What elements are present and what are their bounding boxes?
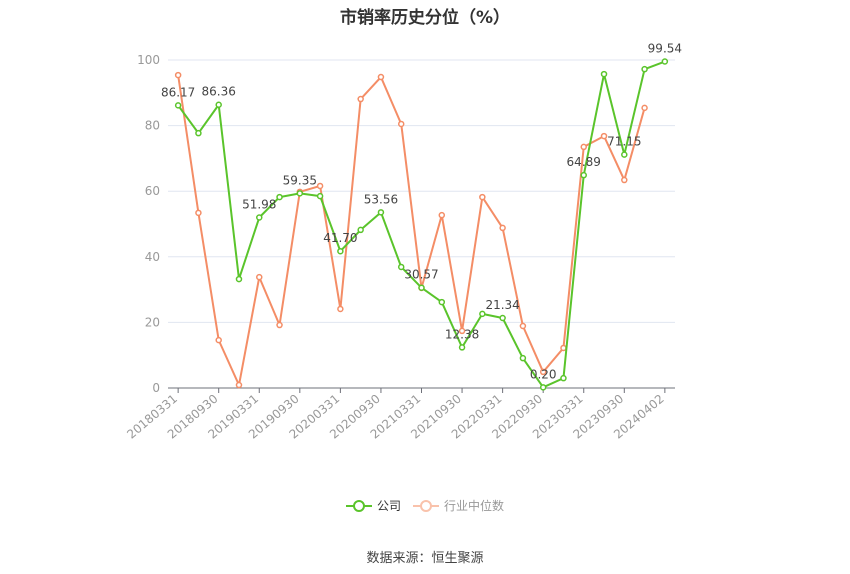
- company-line: [177, 60, 666, 389]
- company-point[interactable]: [397, 263, 405, 271]
- industry-point[interactable]: [499, 224, 506, 232]
- industry-point[interactable]: [600, 132, 608, 140]
- industry-point[interactable]: [215, 336, 222, 344]
- company-point[interactable]: [418, 284, 425, 291]
- y-tick-label: 20: [145, 315, 160, 329]
- company-point[interactable]: [438, 298, 446, 306]
- company-point[interactable]: [357, 226, 364, 234]
- data-label: 21.34: [485, 298, 519, 312]
- data-label: 71.15: [607, 135, 641, 149]
- y-tick-label: 100: [137, 53, 160, 67]
- industry-point[interactable]: [337, 305, 344, 313]
- industry-point[interactable]: [539, 368, 547, 376]
- company-point[interactable]: [458, 344, 466, 351]
- data-label: 64.89: [567, 155, 601, 169]
- company-point[interactable]: [560, 374, 567, 382]
- data-label: 51.98: [242, 198, 276, 212]
- company-point[interactable]: [621, 151, 628, 158]
- y-tick-label: 80: [145, 119, 160, 133]
- industry-point[interactable]: [438, 211, 446, 219]
- data-label: 12.38: [445, 327, 479, 341]
- industry-point[interactable]: [377, 73, 385, 81]
- data-label: 41.70: [323, 231, 357, 245]
- data-label: 53.56: [364, 192, 398, 206]
- company-point[interactable]: [337, 247, 344, 255]
- industry-point[interactable]: [580, 143, 587, 151]
- data-source-note: 数据来源：恒生聚源: [366, 551, 484, 566]
- data-label: 99.54: [648, 42, 682, 56]
- company-point[interactable]: [661, 58, 669, 65]
- data-label: 0.20: [530, 367, 557, 381]
- y-tick-label: 40: [145, 250, 160, 264]
- y-tick-label: 0: [152, 381, 160, 395]
- industry-point[interactable]: [458, 327, 466, 335]
- industry-point[interactable]: [560, 344, 567, 352]
- legend-item-industry[interactable]: 行业中位数: [413, 497, 504, 514]
- data-label: 86.36: [202, 85, 236, 99]
- company-point[interactable]: [539, 384, 547, 391]
- industry-point[interactable]: [479, 193, 486, 201]
- company-point[interactable]: [316, 192, 324, 200]
- data-label: 59.35: [283, 173, 317, 187]
- industry-point[interactable]: [235, 381, 243, 389]
- industry-point[interactable]: [316, 182, 324, 190]
- company-point[interactable]: [499, 314, 506, 322]
- company-point[interactable]: [276, 193, 283, 201]
- industry-point[interactable]: [357, 95, 364, 103]
- legend-label-industry: 行业中位数: [444, 499, 505, 513]
- legend-item-company[interactable]: 公司: [345, 497, 401, 514]
- industry-point[interactable]: [174, 71, 182, 79]
- industry-point[interactable]: [397, 120, 405, 128]
- industry-point[interactable]: [641, 104, 648, 112]
- y-tick-label: 60: [145, 184, 160, 198]
- company-point[interactable]: [377, 209, 385, 216]
- industry-series-icon: [413, 499, 439, 512]
- data-label: 30.57: [404, 268, 438, 282]
- industry-point[interactable]: [256, 273, 263, 281]
- industry-point[interactable]: [276, 321, 283, 329]
- company-point[interactable]: [580, 171, 587, 179]
- data-label: 86.17: [161, 85, 195, 99]
- company-point[interactable]: [519, 354, 527, 362]
- industry-point[interactable]: [519, 322, 527, 330]
- company-point[interactable]: [641, 65, 648, 73]
- company-point[interactable]: [235, 275, 243, 283]
- industry-point[interactable]: [621, 176, 628, 184]
- company-point[interactable]: [256, 214, 263, 221]
- industry-line: [177, 74, 646, 387]
- company-point[interactable]: [174, 102, 182, 109]
- chart-legend: 公司 行业中位数: [0, 497, 850, 514]
- legend-label-company: 公司: [376, 499, 401, 513]
- industry-point[interactable]: [195, 209, 202, 217]
- company-point[interactable]: [215, 101, 222, 108]
- company-point[interactable]: [479, 310, 486, 318]
- company-point[interactable]: [195, 129, 202, 137]
- company-series-icon: [345, 499, 372, 512]
- company-point[interactable]: [296, 190, 304, 197]
- company-point[interactable]: [600, 70, 608, 78]
- chart-title: 市销率历史分位（%）: [339, 8, 511, 28]
